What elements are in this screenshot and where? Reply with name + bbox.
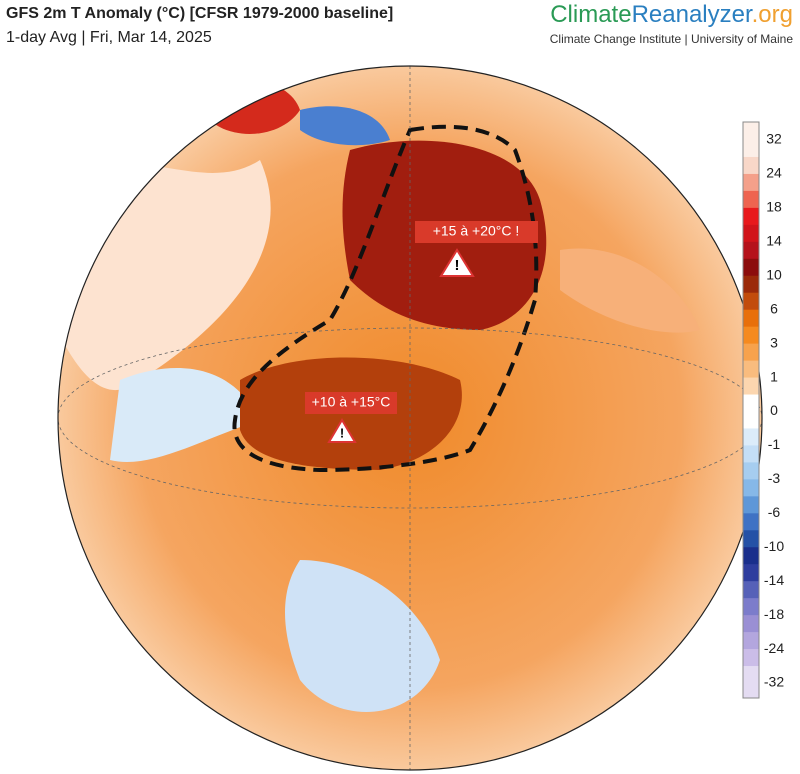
colorbar-label: 6 (770, 300, 778, 316)
colorbar-band (743, 564, 759, 582)
colorbar-band (743, 496, 759, 514)
colorbar-band (743, 343, 759, 362)
colorbar-label: 10 (766, 266, 782, 282)
colorbar-label: -32 (764, 674, 784, 690)
colorbar-band (743, 632, 759, 650)
colorbar-band (743, 462, 759, 480)
colorbar-band (743, 190, 759, 209)
warning-icon (327, 418, 357, 443)
colorbar-label: -18 (764, 606, 784, 622)
subtitle: 1-day Avg | Fri, Mar 14, 2025 (6, 29, 212, 46)
colorbar-label: 14 (766, 233, 782, 249)
colorbar-label: 3 (770, 334, 778, 350)
colorbar-band (743, 360, 759, 379)
brand: ClimateReanalyzer.org (550, 1, 793, 28)
colorbar-label: -14 (764, 572, 784, 588)
colorbar-band (743, 292, 759, 311)
annotation-box (305, 392, 397, 414)
colorbar-label: -3 (768, 470, 781, 486)
colorbar-label: -24 (764, 640, 784, 656)
colorbar-band (743, 309, 759, 328)
colorbar-band (743, 530, 759, 548)
colorbar-band (743, 326, 759, 345)
annotation-label: +15 à +20°C ! (433, 223, 520, 239)
colorbar-label: -10 (764, 538, 784, 554)
colorbar-band (743, 581, 759, 599)
warning-icon-mark: ! (340, 425, 344, 440)
annotation: +15 à +20°C ! ! (415, 221, 538, 277)
colorbar-label: 24 (766, 165, 782, 181)
colorbar-end (743, 683, 759, 698)
colorbar-label: -1 (768, 436, 781, 452)
colorbar-band (743, 173, 759, 192)
colorbar-frame (742, 121, 760, 699)
title: GFS 2m T Anomaly (°C) [CFSR 1979-2000 ba… (6, 5, 393, 22)
colorbar-band (743, 513, 759, 531)
colorbar-label: 0 (770, 402, 778, 418)
colorbar-band (743, 241, 759, 260)
brand-reanalyzer: Reanalyzer (632, 1, 753, 28)
colorbar-label: 32 (766, 131, 782, 147)
colorbar-band (743, 411, 759, 429)
colorbar-band (743, 547, 759, 565)
warning-icon-mark: ! (455, 257, 460, 274)
colorbar-band (743, 258, 759, 277)
colorbar-end (743, 122, 759, 140)
colorbar-band (743, 377, 759, 396)
globe (58, 66, 762, 770)
brand-climate: Climate (550, 1, 631, 28)
warning-icon (439, 248, 475, 277)
colorbar-band (743, 394, 759, 412)
colorbar-band (743, 615, 759, 633)
annotation: +10 à +15°C ! (305, 392, 397, 443)
colorbar-label: 18 (766, 199, 782, 215)
colorbar-band (743, 479, 759, 497)
colorbar-band (743, 224, 759, 243)
colorbar-band (743, 666, 759, 684)
colorbar-label: -6 (768, 504, 781, 520)
colorbar-band (743, 598, 759, 616)
colorbar-band (743, 445, 759, 463)
annotation-label: +10 à +15°C (312, 394, 391, 410)
colorbar-band (743, 649, 759, 667)
colorbar-label: 1 (770, 368, 778, 384)
brand-org: .org (752, 1, 793, 28)
institute: Climate Change Institute | University of… (550, 32, 794, 46)
colorbar-band (743, 156, 759, 175)
colorbar-band (743, 275, 759, 294)
colorbar-band (743, 428, 759, 446)
colorbar-band (743, 207, 759, 226)
colorbar-band (743, 140, 759, 158)
annotation-box (415, 221, 538, 243)
globe-outline (57, 65, 763, 771)
